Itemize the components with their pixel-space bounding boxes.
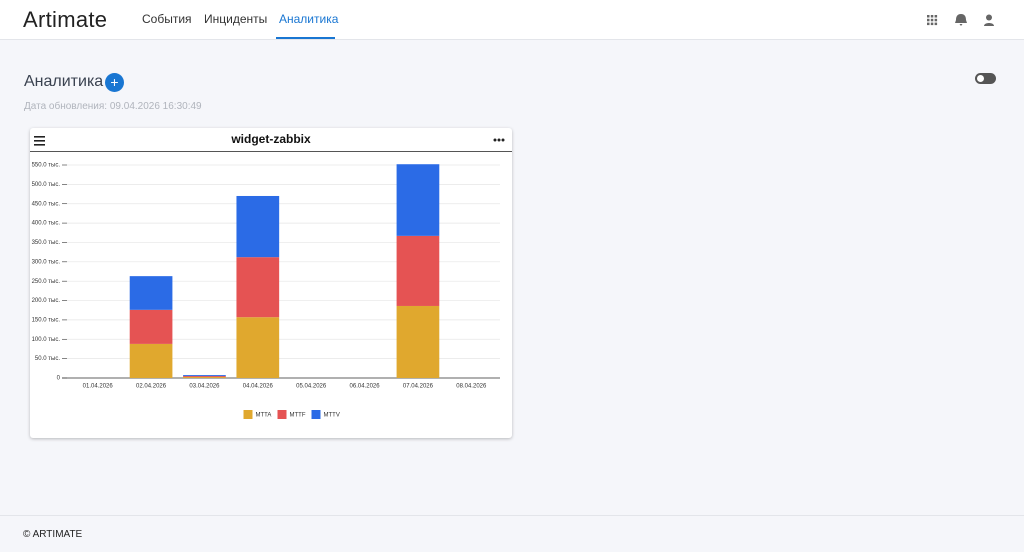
widget-divider: [30, 151, 512, 152]
nav-underline: [276, 37, 335, 39]
y-tick-label: 300.0 тыс.: [32, 259, 61, 265]
bar-segment: [396, 305, 440, 378]
x-tick-label: 04.04.2026: [243, 384, 274, 390]
bar-segment: [396, 235, 440, 306]
legend-swatch: [243, 410, 253, 419]
legend-label: MTTV: [324, 413, 340, 419]
header-icons: [927, 14, 994, 27]
bar-segment: [129, 343, 173, 378]
toggle[interactable]: [975, 73, 996, 84]
x-tick-label: 02.04.2026: [136, 384, 167, 390]
widget-card: widget-zabbix 0 50.0 тыс. 100.0 тыс. 150.0 …: [30, 128, 512, 438]
bar-segment: [129, 276, 173, 310]
apps-icon[interactable]: [927, 15, 938, 26]
bar-segment: [183, 376, 226, 378]
x-tick-label: 06.04.2026: [350, 384, 381, 390]
legend-label: MTTF: [290, 413, 306, 419]
widget-title: widget-zabbix: [231, 132, 311, 146]
y-tick-label: 400.0 тыс.: [32, 221, 61, 227]
bar-segment: [236, 195, 280, 258]
page-title: Аналитика: [24, 73, 104, 90]
y-tick-label: 50.0 тыс.: [35, 356, 60, 362]
copyright: © ARTIMATE: [23, 529, 83, 540]
y-tick-label: 0: [57, 376, 61, 382]
bar-segment: [236, 317, 280, 378]
x-tick-label: 08.04.2026: [456, 384, 487, 390]
nav-item[interactable]: Аналитика: [279, 12, 339, 26]
add-button[interactable]: +: [105, 73, 124, 92]
x-tick-label: 05.04.2026: [296, 384, 327, 390]
bar-segment: [183, 375, 226, 377]
legend-label: MTTA: [256, 413, 272, 419]
x-tick-label: 03.04.2026: [189, 384, 220, 390]
y-tick-label: 450.0 тыс.: [32, 201, 61, 207]
nav-item[interactable]: События: [142, 12, 192, 26]
menu-icon[interactable]: [34, 136, 46, 146]
y-tick-label: 150.0 тыс.: [32, 317, 61, 323]
more-icon[interactable]: [493, 138, 505, 142]
bar-segment: [183, 377, 226, 378]
footer: © ARTIMATE: [0, 515, 1024, 552]
user-icon[interactable]: [984, 14, 994, 27]
nav-item[interactable]: Инциденты: [204, 12, 268, 26]
bell-icon[interactable]: [955, 14, 967, 26]
y-tick-label: 550.0 тыс.: [32, 163, 61, 169]
y-tick-label: 100.0 тыс.: [32, 337, 61, 343]
header: Artimate События Инциденты Аналитика: [0, 0, 1024, 40]
y-tick-label: 500.0 тыс.: [32, 182, 61, 188]
logo[interactable]: Artimate: [23, 7, 108, 32]
y-tick-label: 200.0 тыс.: [32, 298, 61, 304]
update-time: Дата обновления: 09.04.2026 16:30:49: [24, 101, 202, 112]
y-tick-label: 250.0 тыс.: [32, 279, 61, 285]
legend-swatch: [277, 410, 287, 419]
bar-segment: [396, 164, 440, 236]
y-tick-label: 350.0 тыс.: [32, 240, 61, 246]
legend-swatch: [311, 410, 321, 419]
bar-segment: [236, 257, 280, 318]
chart: 0 50.0 тыс. 100.0 тыс. 150.0 тыс. 200.0 тыс.…: [32, 163, 500, 419]
x-tick-label: 01.04.2026: [83, 384, 114, 390]
bar-segment: [129, 309, 173, 344]
x-tick-label: 07.04.2026: [403, 384, 434, 390]
